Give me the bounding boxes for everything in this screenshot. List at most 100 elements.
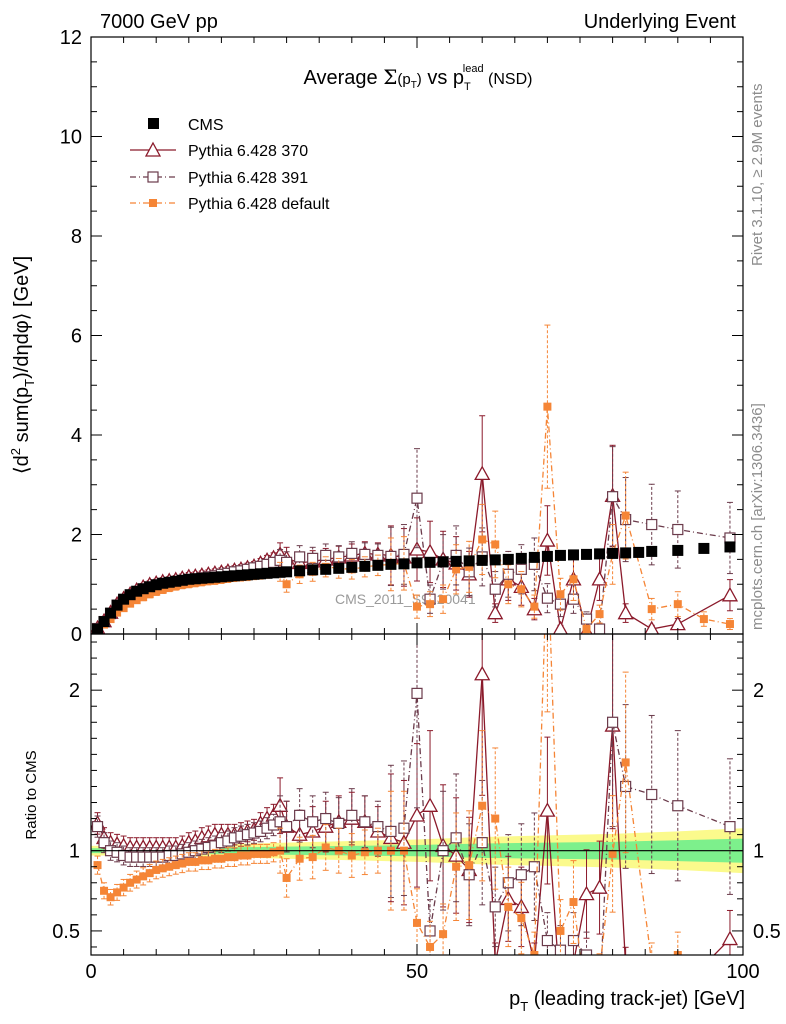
data-point (489, 901, 501, 913)
data-point (541, 592, 554, 604)
plot-title: Average Σ(pT) vs pTlead (NSD) (304, 63, 533, 93)
data-point (672, 523, 684, 536)
data-point (346, 561, 358, 573)
data-point (217, 854, 226, 863)
data-point (307, 816, 319, 828)
data-point (210, 854, 219, 863)
data-point (489, 554, 501, 566)
data-point (724, 541, 736, 553)
data-point (502, 877, 514, 889)
main-y-tick-label: 0 (71, 624, 82, 646)
data-point (593, 623, 606, 634)
data-point (321, 843, 330, 852)
mcplots-label: mcplots.cern.ch [arXiv:1306.3436] (749, 403, 766, 630)
data-point (294, 809, 306, 821)
data-point (648, 959, 656, 967)
data-point (113, 608, 122, 617)
data-point (581, 548, 593, 560)
legend-marker-391 (147, 171, 159, 183)
data-point (209, 571, 221, 583)
data-point (504, 902, 513, 911)
data-point (98, 837, 110, 849)
data-point (553, 620, 568, 634)
data-point (359, 816, 371, 828)
header-right: Underlying Event (584, 11, 737, 33)
data-point (413, 918, 421, 927)
data-point (294, 565, 306, 577)
data-point (724, 820, 736, 833)
data-point (474, 465, 491, 481)
data-point (230, 853, 239, 862)
data-point (105, 607, 117, 619)
data-point (282, 580, 291, 589)
data-point (408, 541, 426, 556)
data-point (543, 402, 552, 411)
data-point (495, 954, 496, 955)
ratio-pythia-6-428-default (93, 634, 682, 967)
data-point (619, 959, 633, 972)
data-point (281, 820, 293, 833)
data-point (534, 954, 535, 955)
data-point (504, 580, 513, 589)
data-point (721, 586, 739, 602)
data-point (620, 547, 632, 559)
data-point (573, 954, 574, 955)
data-point (385, 558, 397, 570)
data-point (333, 817, 345, 829)
data-point (248, 568, 260, 580)
data-point (621, 511, 630, 520)
data-point (528, 861, 540, 873)
data-point (241, 569, 253, 581)
data-point (196, 572, 208, 584)
data-point (119, 604, 128, 613)
data-point (398, 558, 410, 570)
data-point (411, 557, 423, 569)
legend-marker-default (149, 199, 157, 207)
data-point (178, 859, 187, 868)
data-point (608, 849, 617, 858)
data-point (673, 600, 682, 609)
data-point (463, 555, 475, 567)
data-point (189, 573, 201, 585)
data-point (515, 552, 527, 564)
data-point (163, 576, 175, 588)
data-point (578, 885, 595, 901)
data-point (606, 491, 619, 503)
data-point (202, 572, 214, 584)
ratio-y-tick-label-right: 2 (753, 680, 764, 702)
legend-marker-cms (148, 118, 159, 129)
ratio-pythia-6-428-391 (91, 634, 736, 955)
data-point (268, 567, 280, 579)
data-point (530, 602, 539, 611)
x-tick-label: 50 (406, 961, 428, 983)
data-point (539, 532, 556, 547)
data-point (541, 550, 553, 562)
data-point (320, 563, 332, 575)
data-point (222, 570, 234, 582)
data-point (569, 575, 578, 584)
data-point (137, 583, 149, 595)
data-point (408, 807, 426, 822)
svg-text:⟨d2 sum(pT)/dηdφ⟩ [GeV]: ⟨d2 sum(pT)/dηdφ⟩ [GeV] (8, 256, 37, 474)
data-point (591, 570, 608, 586)
data-point (474, 665, 491, 681)
data-point (346, 809, 358, 821)
data-point (372, 559, 384, 571)
x-tick-label: 0 (85, 961, 96, 983)
main-y-tick-label: 10 (60, 127, 82, 149)
ratio-y-tick-label-right: 0.5 (753, 921, 781, 943)
data-point (487, 604, 504, 620)
legend-label-cms: CMS (188, 117, 224, 134)
data-point (424, 556, 436, 568)
data-point (517, 585, 526, 594)
main-pythia-6-428-default (93, 324, 734, 634)
data-point (204, 856, 213, 865)
x-axis-label: pT (leading track-jet) [GeV] (509, 988, 745, 1014)
data-point (171, 861, 180, 870)
data-point (150, 579, 162, 591)
data-point (145, 869, 154, 878)
data-point (359, 548, 371, 561)
data-point (647, 605, 656, 614)
data-point (699, 615, 708, 624)
header-left: 7000 GeV pp (100, 11, 218, 33)
